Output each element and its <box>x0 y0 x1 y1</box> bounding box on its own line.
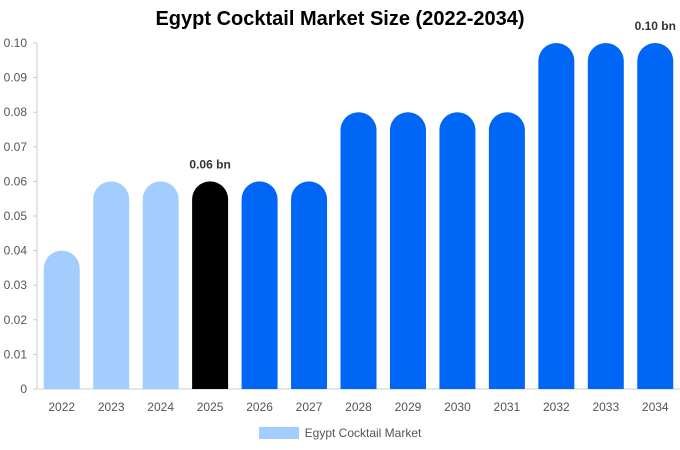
y-tick-label: 0.01 <box>4 347 28 361</box>
bar-2026[interactable] <box>241 181 278 389</box>
y-tick-label: 0.02 <box>4 313 28 327</box>
bar-2034[interactable] <box>637 43 674 389</box>
y-tick-label: 0.03 <box>4 278 28 292</box>
legend-swatch <box>258 427 299 439</box>
x-tick-label: 2022 <box>48 400 75 414</box>
data-label-2034: 0.10 bn <box>635 19 676 33</box>
legend[interactable]: Egypt Cocktail Market <box>0 426 680 440</box>
bar-2027[interactable] <box>291 181 328 389</box>
bar-2030[interactable] <box>439 112 476 389</box>
y-tick-label: 0 <box>20 382 27 396</box>
x-tick-label: 2031 <box>494 400 521 414</box>
x-tick-label: 2034 <box>642 400 669 414</box>
bar-2025[interactable] <box>192 181 229 389</box>
bar-2022[interactable] <box>43 250 80 389</box>
y-tick-label: 0.07 <box>4 140 28 154</box>
x-tick-label: 2032 <box>543 400 570 414</box>
x-tick-label: 2024 <box>147 400 174 414</box>
y-tick-label: 0.08 <box>4 105 28 119</box>
bar-2032[interactable] <box>538 43 575 389</box>
x-tick-label: 2029 <box>395 400 422 414</box>
x-tick-label: 2027 <box>296 400 323 414</box>
x-tick-label: 2023 <box>98 400 125 414</box>
bar-2033[interactable] <box>587 43 624 389</box>
bar-2031[interactable] <box>488 112 525 389</box>
y-tick-label: 0.09 <box>4 71 28 85</box>
x-tick-label: 2028 <box>345 400 372 414</box>
bar-2023[interactable] <box>93 181 130 389</box>
x-tick-label: 2025 <box>197 400 224 414</box>
y-tick-label: 0.10 <box>4 36 28 50</box>
bar-2029[interactable] <box>389 112 426 389</box>
legend-label: Egypt Cocktail Market <box>304 426 422 440</box>
y-tick-label: 0.06 <box>4 174 28 188</box>
data-label-2025: 0.06 bn <box>189 157 230 171</box>
x-tick-label: 2033 <box>592 400 619 414</box>
y-tick-label: 0.05 <box>4 209 28 223</box>
bar-2028[interactable] <box>340 112 377 389</box>
chart-title: Egypt Cocktail Market Size (2022-2034) <box>155 8 525 30</box>
x-tick-label: 2026 <box>246 400 273 414</box>
bar-2024[interactable] <box>142 181 179 389</box>
y-tick-label: 0.04 <box>4 244 28 258</box>
x-tick-label: 2030 <box>444 400 471 414</box>
